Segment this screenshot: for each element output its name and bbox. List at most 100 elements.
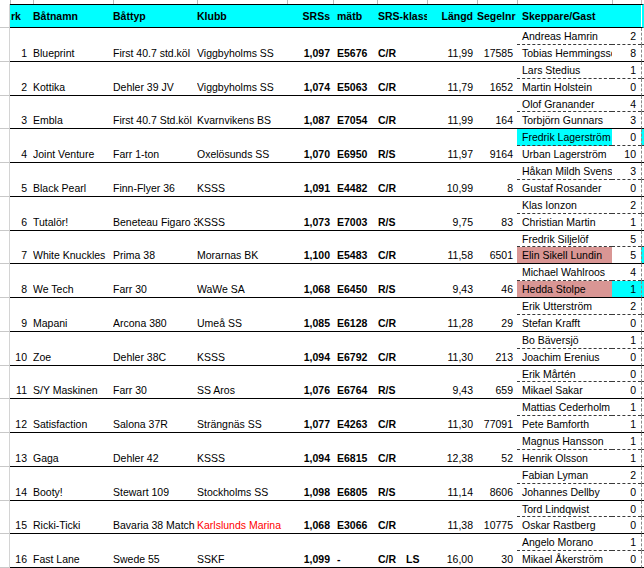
skipper-count-cell[interactable]: 4: [612, 264, 641, 281]
empty-cell[interactable]: [10, 96, 517, 113]
class-cell[interactable]: R/S: [377, 382, 427, 399]
club-cell[interactable]: Morarnas BK: [197, 247, 287, 264]
gast-count-cell[interactable]: 8: [612, 45, 641, 62]
class-cell[interactable]: R/S: [377, 281, 427, 298]
gast-count-cell[interactable]: 1: [612, 450, 641, 467]
srs-cell[interactable]: 1,073: [287, 214, 333, 231]
boat-type-cell[interactable]: Farr 30: [113, 382, 197, 399]
skipper-name-cell[interactable]: Olof Granander: [517, 96, 612, 113]
skipper-name-cell[interactable]: Håkan Mildh Svenss: [517, 163, 612, 180]
header-cell-batnamn[interactable]: Båtnamn: [33, 4, 113, 28]
header-cell-battyp[interactable]: Båttyp: [113, 4, 197, 28]
club-cell[interactable]: Umeå SS: [197, 315, 287, 332]
boat-name-cell[interactable]: White Knuckles: [33, 247, 113, 264]
boat-name-cell[interactable]: Black Pearl: [33, 180, 113, 197]
rank-cell[interactable]: 7: [10, 247, 33, 264]
length-cell[interactable]: 11,30: [427, 349, 477, 366]
srs-cell[interactable]: 1,068: [287, 281, 333, 298]
gast-count-cell[interactable]: 0: [612, 517, 641, 534]
sailno-cell[interactable]: 8606: [477, 484, 517, 501]
length-cell[interactable]: 9,75: [427, 214, 477, 231]
boat-name-cell[interactable]: Mapani: [33, 315, 113, 332]
boat-type-cell[interactable]: Arcona 380: [113, 315, 197, 332]
matb-cell[interactable]: E7054: [333, 112, 377, 129]
gast-name-cell[interactable]: Joachim Erenius: [517, 349, 612, 366]
srs-cell[interactable]: 1,087: [287, 112, 333, 129]
boat-type-cell[interactable]: Farr 1-ton: [113, 146, 197, 163]
skipper-count-cell[interactable]: 1: [612, 62, 641, 79]
header-cell-klubb[interactable]: Klubb: [197, 4, 287, 28]
skipper-count-cell[interactable]: 2: [612, 298, 641, 315]
boat-type-cell[interactable]: Bavaria 38 Match: [113, 517, 197, 534]
boat-type-cell[interactable]: Dehler 38C: [113, 349, 197, 366]
boat-name-cell[interactable]: Fast Lane: [33, 551, 113, 568]
matb-cell[interactable]: E6450: [333, 281, 377, 298]
class-cell[interactable]: C/R: [377, 45, 427, 62]
gast-name-cell[interactable]: Oskar Rastberg: [517, 517, 612, 534]
empty-cell[interactable]: [10, 433, 517, 450]
skipper-count-cell[interactable]: 2: [612, 28, 641, 45]
matb-cell[interactable]: E4263: [333, 416, 377, 433]
rank-cell[interactable]: 9: [10, 315, 33, 332]
gast-count-cell[interactable]: 0: [612, 382, 641, 399]
rank-cell[interactable]: 2: [10, 79, 33, 96]
gast-count-cell[interactable]: 1: [612, 214, 641, 231]
club-cell[interactable]: Strängnäs SS: [197, 416, 287, 433]
header-cell-rk[interactable]: rk: [10, 4, 33, 28]
sailno-cell[interactable]: 164: [477, 112, 517, 129]
boat-name-cell[interactable]: Kottika: [33, 79, 113, 96]
class-cell[interactable]: R/S: [377, 214, 427, 231]
srs-cell[interactable]: 1,097: [287, 45, 333, 62]
gast-name-cell[interactable]: Torbjörn Gunnars: [517, 112, 612, 129]
skipper-count-cell[interactable]: 0: [612, 366, 641, 383]
empty-cell[interactable]: [10, 62, 517, 79]
empty-cell[interactable]: [10, 163, 517, 180]
boat-type-cell[interactable]: Salona 37R: [113, 416, 197, 433]
length-cell[interactable]: 11,99: [427, 112, 477, 129]
boat-type-cell[interactable]: First 40.7 std.köl: [113, 45, 197, 62]
length-cell[interactable]: 9,43: [427, 281, 477, 298]
length-cell[interactable]: 9,43: [427, 382, 477, 399]
rank-cell[interactable]: 15: [10, 517, 33, 534]
gast-count-cell[interactable]: 5: [612, 247, 641, 264]
gast-count-cell[interactable]: 0: [612, 180, 641, 197]
length-cell[interactable]: 11,38: [427, 517, 477, 534]
gast-count-cell[interactable]: 0: [612, 484, 641, 501]
sailno-cell[interactable]: 6501: [477, 247, 517, 264]
sailno-cell[interactable]: 46: [477, 281, 517, 298]
sailno-cell[interactable]: 77091: [477, 416, 517, 433]
gast-count-cell[interactable]: 1: [612, 416, 641, 433]
club-cell[interactable]: KSSS: [197, 214, 287, 231]
gast-name-cell[interactable]: Stefan Krafft: [517, 315, 612, 332]
gast-name-cell[interactable]: Martin Holstein: [517, 79, 612, 96]
boat-name-cell[interactable]: Ricki-Ticki: [33, 517, 113, 534]
srs-cell[interactable]: 1,094: [287, 349, 333, 366]
rank-cell[interactable]: 10: [10, 349, 33, 366]
rank-cell[interactable]: 8: [10, 281, 33, 298]
srs-cell[interactable]: 1,068: [287, 517, 333, 534]
boat-type-cell[interactable]: First 40.7 Std.köl: [113, 112, 197, 129]
class-cell[interactable]: C/R: [377, 450, 427, 467]
matb-cell[interactable]: E6815: [333, 450, 377, 467]
boat-type-cell[interactable]: Stewart 109: [113, 484, 197, 501]
club-cell[interactable]: Karlslunds Marina: [197, 517, 287, 534]
boat-name-cell[interactable]: Tutalör!: [33, 214, 113, 231]
class-cell[interactable]: C/RLS: [377, 551, 427, 568]
length-cell[interactable]: 11,28: [427, 315, 477, 332]
sailno-cell[interactable]: 10775: [477, 517, 517, 534]
header-cell-skeppare[interactable]: Skeppare/Gast: [517, 4, 612, 28]
empty-cell[interactable]: [10, 534, 517, 551]
skipper-count-cell[interactable]: 3: [612, 163, 641, 180]
empty-cell[interactable]: [10, 366, 517, 383]
skipper-name-cell[interactable]: Klas Ionzon: [517, 197, 612, 214]
gast-count-cell[interactable]: 1: [612, 281, 641, 298]
club-cell[interactable]: Kvarnvikens BS: [197, 112, 287, 129]
sailno-cell[interactable]: 213: [477, 349, 517, 366]
skipper-count-cell[interactable]: 2: [612, 197, 641, 214]
boat-type-cell[interactable]: Prima 38: [113, 247, 197, 264]
boat-name-cell[interactable]: S/Y Maskinen: [33, 382, 113, 399]
gast-count-cell[interactable]: 10: [612, 146, 641, 163]
empty-cell[interactable]: [10, 298, 517, 315]
matb-cell[interactable]: E4482: [333, 180, 377, 197]
length-cell[interactable]: 11,58: [427, 247, 477, 264]
